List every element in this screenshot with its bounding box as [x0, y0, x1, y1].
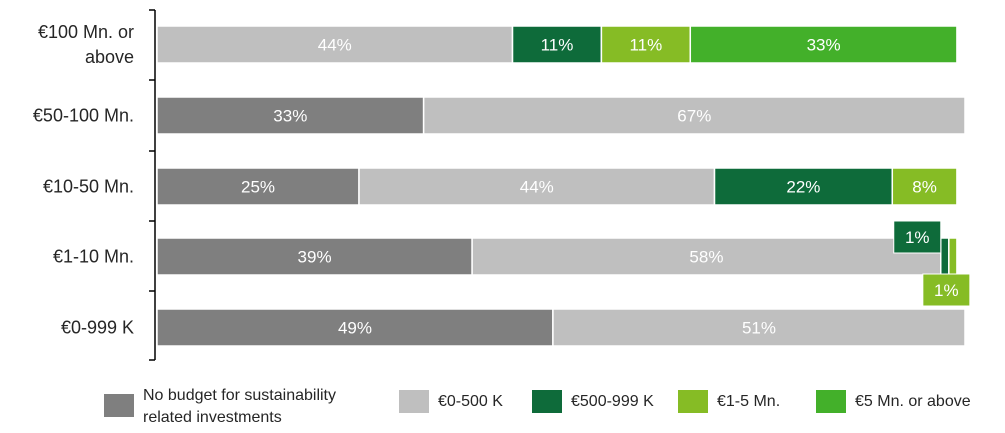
data-label: 67% [677, 107, 711, 126]
legend-swatch [816, 390, 846, 413]
legend-label: €0-500 K [438, 393, 503, 410]
legend-swatch [399, 390, 429, 413]
data-label: 22% [786, 178, 820, 197]
legend-swatch [104, 394, 134, 417]
category-axis [149, 9, 156, 361]
legend-label: No budget for sustainability related inve… [143, 387, 336, 426]
legend-item: €5 Mn. or above [816, 385, 971, 413]
bar-segment [511, 25, 603, 64]
data-label: 8% [912, 178, 937, 197]
category-label: €1-10 Mn. [53, 247, 134, 267]
bar-segment [156, 308, 554, 347]
data-label: 58% [689, 248, 723, 267]
legend-item: €500-999 K [532, 385, 654, 413]
category-label: above [85, 47, 134, 67]
bar-segment [156, 237, 473, 276]
data-label-callout [922, 273, 971, 307]
legend-swatch [532, 390, 562, 413]
data-label: 33% [807, 36, 841, 55]
data-label: 1% [905, 228, 930, 247]
bar-segment [891, 167, 958, 206]
category-label: €0-999 K [61, 318, 134, 338]
legend: No budget for sustainability related inve… [0, 385, 1005, 433]
category-label: €50-100 Mn. [33, 106, 134, 126]
data-labels-group: 44% 11% 11% 33% 33% 67% 25% 44% 22% 8% 39% 58% 1% 1% 4… [241, 36, 971, 338]
category-label: €10-50 Mn. [43, 177, 134, 197]
data-label-callout [893, 220, 942, 254]
data-label: 11% [541, 36, 574, 55]
data-label: 1% [934, 281, 959, 300]
bar-segment [600, 25, 692, 64]
legend-swatch [678, 390, 708, 413]
data-label: 49% [338, 319, 372, 338]
bar-segment [713, 167, 894, 206]
data-label: 11% [629, 36, 662, 55]
legend-item: €1-5 Mn. [678, 385, 780, 413]
data-label: 44% [318, 36, 352, 55]
bar-segment [156, 25, 514, 64]
bar-segment [689, 25, 958, 64]
data-label: 39% [298, 248, 332, 267]
data-label: 51% [742, 319, 776, 338]
data-label: 44% [520, 178, 554, 197]
legend-label: €5 Mn. or above [855, 393, 971, 410]
bar-segment [948, 237, 958, 276]
bar-segment [422, 96, 966, 135]
bar-segment [552, 308, 966, 347]
data-label: 33% [273, 107, 307, 126]
legend-label: €1-5 Mn. [717, 393, 781, 410]
bars-group [156, 25, 966, 347]
category-label: €100 Mn. or [38, 22, 134, 42]
bar-segment [940, 237, 950, 276]
data-label: 25% [241, 178, 275, 197]
bar-segment [156, 96, 425, 135]
legend-label: €500-999 K [571, 393, 654, 410]
category-labels-group: €100 Mn. or above €50-100 Mn. €10-50 Mn. €1-… [33, 22, 134, 338]
legend-item: No budget for sustainability related inve… [104, 385, 336, 429]
legend-item: €0-500 K [399, 385, 503, 413]
